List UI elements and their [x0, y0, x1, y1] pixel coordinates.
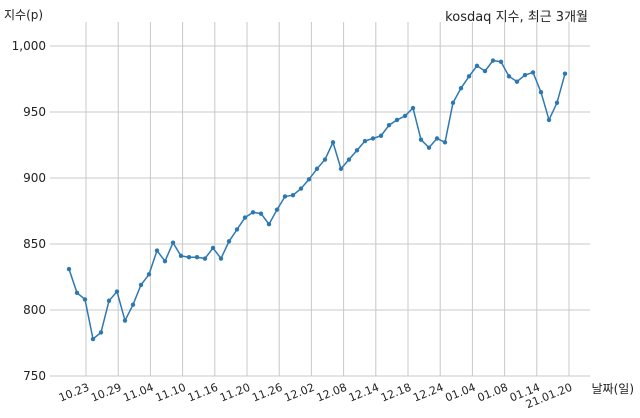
data-point: [130, 302, 136, 307]
data-point: [114, 289, 120, 294]
data-point: [450, 100, 456, 105]
x-tick-label: 12.08: [315, 381, 349, 405]
data-point: [178, 253, 184, 259]
data-point: [354, 148, 360, 153]
x-tick-label: 12.02: [282, 381, 316, 405]
x-tick-label: 12.18: [379, 381, 413, 405]
data-point: [490, 58, 496, 63]
data-point: [82, 297, 88, 302]
data-point: [546, 117, 552, 123]
data-point: [74, 290, 80, 296]
data-point: [138, 282, 144, 288]
data-point: [226, 239, 232, 244]
y-tick-label: 900: [23, 171, 46, 185]
data-point: [250, 210, 256, 215]
data-point: [370, 136, 376, 141]
data-point: [66, 266, 72, 272]
data-point: [218, 256, 224, 261]
y-tick-label: 950: [23, 105, 46, 119]
data-point: [434, 136, 440, 141]
y-tick-label: 800: [23, 303, 46, 317]
data-point: [90, 336, 96, 342]
data-point: [554, 100, 560, 105]
data-point: [298, 186, 304, 191]
data-point: [146, 272, 152, 277]
chart-title: kosdaq 지수, 최근 3개월: [445, 10, 588, 25]
data-point: [482, 68, 488, 74]
data-point: [466, 74, 472, 79]
data-point: [562, 71, 568, 76]
x-tick-label: 10.23: [57, 381, 91, 405]
x-tick-label: 11.04: [121, 381, 155, 405]
data-point: [538, 90, 544, 95]
x-axis-label: 날짜(일): [591, 382, 634, 396]
x-tick-label: 11.10: [154, 381, 188, 405]
data-point: [458, 86, 464, 91]
x-tick-label: 12.14: [347, 381, 381, 405]
data-point: [418, 137, 424, 142]
series-line: [68, 59, 566, 341]
data-point: [154, 248, 160, 253]
x-tick-label: 11.16: [186, 381, 220, 405]
data-point: [506, 74, 512, 79]
data-point: [314, 166, 320, 171]
data-point: [514, 79, 520, 84]
data-point: [322, 157, 328, 162]
x-tick-label: 11.26: [250, 381, 284, 405]
data-point: [386, 123, 392, 128]
data-point: [530, 70, 536, 75]
data-point: [306, 177, 312, 182]
y-tick-label: 750: [23, 369, 46, 383]
data-point: [330, 140, 336, 145]
data-point: [410, 105, 416, 111]
data-point: [282, 194, 288, 199]
x-tick-label: 01.08: [476, 381, 510, 405]
data-point: [266, 222, 272, 227]
data-point: [210, 245, 216, 251]
data-point: [498, 59, 504, 65]
data-point: [290, 192, 296, 198]
data-point: [402, 113, 408, 119]
data-point: [362, 138, 368, 144]
data-point: [378, 133, 384, 138]
data-point: [106, 298, 112, 303]
data-point: [202, 256, 208, 261]
data-point: [242, 215, 248, 220]
data-point: [186, 255, 192, 260]
data-point: [122, 318, 128, 323]
data-point: [258, 211, 264, 216]
data-point: [98, 330, 104, 335]
data-point: [394, 117, 400, 123]
data-point: [274, 207, 280, 212]
x-tick-label: 01.04: [443, 381, 477, 405]
x-tick-label: 10.29: [89, 381, 123, 405]
data-point: [522, 72, 528, 78]
x-tick-label: 12.24: [411, 381, 445, 405]
data-point: [442, 140, 448, 145]
data-point: [474, 63, 480, 68]
y-axis-label: 지수(p): [4, 8, 44, 22]
y-tick-label: 1,000: [12, 39, 46, 53]
y-tick-label: 850: [23, 237, 46, 251]
data-point: [346, 157, 352, 162]
data-point: [234, 227, 240, 232]
data-point: [194, 255, 200, 260]
data-point: [162, 258, 168, 264]
data-point: [426, 145, 432, 150]
data-point: [170, 240, 176, 245]
data-point: [338, 166, 344, 171]
x-tick-label: 11.20: [218, 381, 252, 405]
